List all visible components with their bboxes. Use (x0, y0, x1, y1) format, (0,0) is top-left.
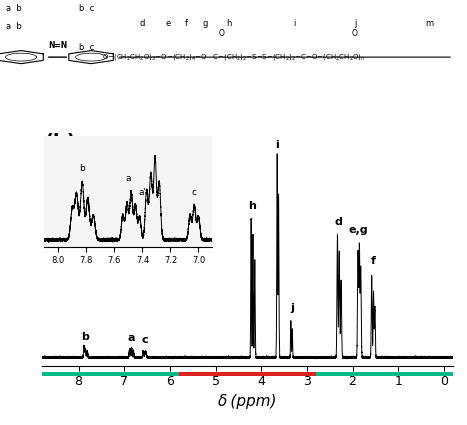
Text: a: a (126, 174, 131, 183)
Text: j: j (290, 303, 294, 312)
Text: a: a (127, 333, 135, 343)
Text: a  b: a b (6, 22, 22, 31)
Bar (179, 371, 316, 376)
Text: d: d (335, 217, 343, 227)
Bar (42, 371, 179, 376)
Text: b: b (81, 332, 89, 342)
Text: O: O (219, 29, 225, 38)
Text: m: m (425, 19, 434, 28)
Text: c: c (192, 188, 197, 197)
Text: f: f (185, 19, 188, 28)
Text: d: d (140, 19, 145, 28)
Text: b  c: b c (79, 4, 94, 13)
Text: b: b (79, 164, 85, 173)
Text: h: h (248, 201, 256, 211)
Text: f: f (371, 256, 376, 266)
Text: O: O (352, 29, 358, 38)
Text: (b): (b) (44, 133, 76, 153)
Text: c: c (142, 335, 149, 345)
Text: e,g: e,g (349, 225, 368, 235)
Text: h: h (226, 19, 232, 28)
Text: i: i (293, 19, 296, 28)
Text: g: g (203, 19, 208, 28)
Text: i: i (276, 140, 279, 150)
Text: b  c: b c (79, 43, 94, 52)
Text: N=N: N=N (48, 41, 67, 50)
X-axis label: δ (ppm): δ (ppm) (218, 394, 277, 409)
Text: O$-$(CH$_2$CH$_2$O)$_3$$-$O$-$(CH$_2$)$_4$$-$O$\quad$C$-$(CH$_2$)$_2$$-$S$-$S$-$: O$-$(CH$_2$CH$_2$O)$_3$$-$O$-$(CH$_2$)$_… (102, 52, 365, 62)
Bar (316, 371, 453, 376)
Text: e: e (165, 19, 171, 28)
Text: j: j (354, 19, 356, 28)
Text: a  b: a b (6, 4, 22, 13)
Text: a': a' (138, 188, 147, 197)
